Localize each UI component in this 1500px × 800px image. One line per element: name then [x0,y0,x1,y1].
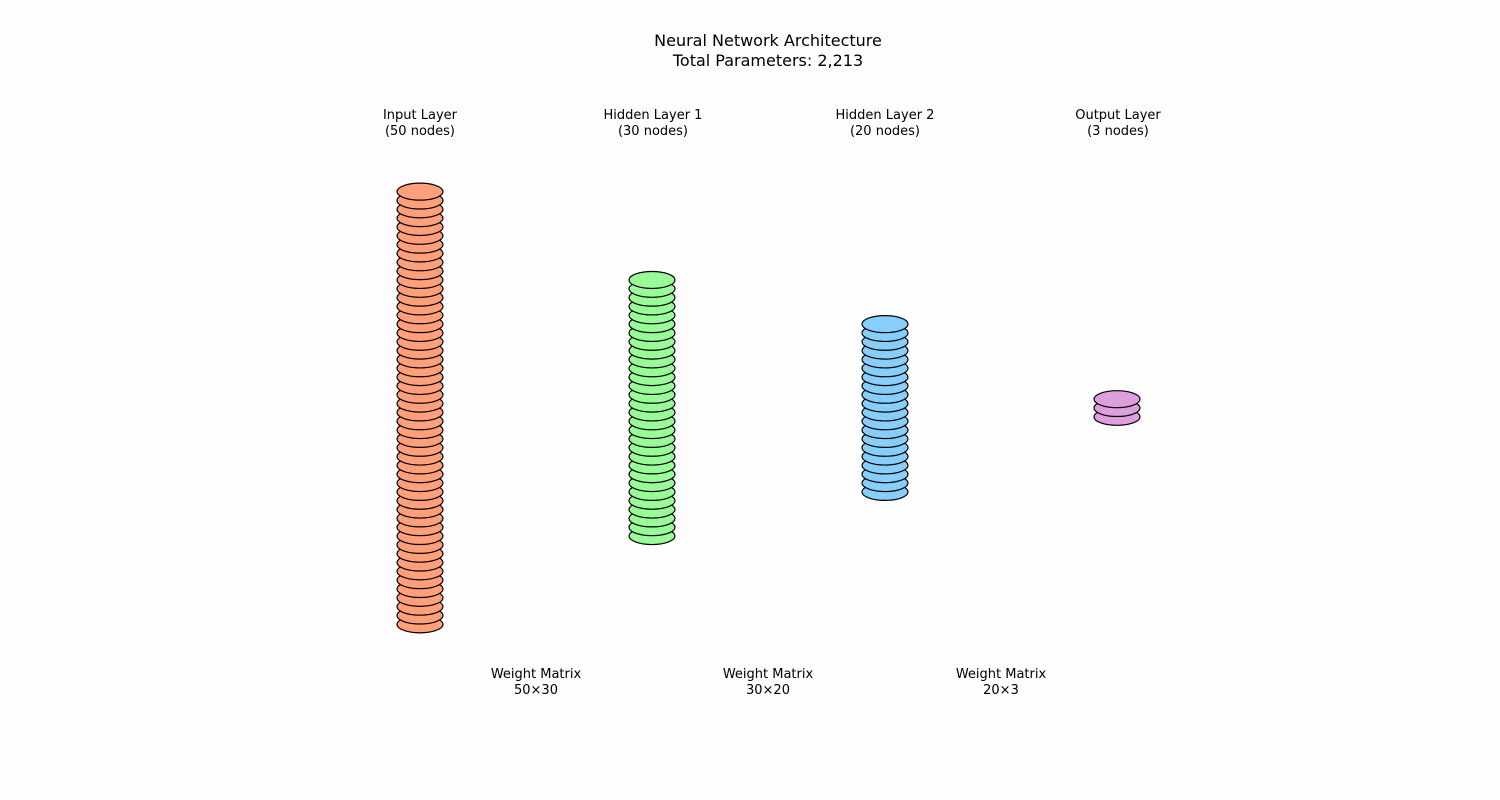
weight-label-3: Weight Matrix 20×3 [901,667,1101,699]
diagram-subtitle: Total Parameters: 2,213 [672,51,864,70]
node-ellipse [628,270,676,290]
weight-title: Weight Matrix [490,667,582,682]
weight-label-1: Weight Matrix 50×30 [436,667,636,699]
layer-name: Output Layer [1075,108,1161,123]
layer-label-input: Input Layer (50 nodes) [320,108,520,140]
layer-node-count: (3 nodes) [1087,124,1149,139]
weight-title: Weight Matrix [722,667,814,682]
layer-label-hidden-2: Hidden Layer 2 (20 nodes) [785,108,985,140]
layer-label-output: Output Layer (3 nodes) [1018,108,1218,140]
node-ellipse [861,315,909,334]
layer-stack-input [396,182,444,634]
diagram-title-block: Neural Network Architecture Total Parame… [0,31,1500,71]
layer-name: Input Layer [382,108,458,123]
weight-title: Weight Matrix [955,667,1047,682]
layer-node-count: (50 nodes) [384,124,456,139]
layer-name: Hidden Layer 2 [835,108,935,123]
weight-dims: 50×30 [514,683,558,698]
weight-dims: 30×20 [746,683,790,698]
layer-node-count: (20 nodes) [849,124,921,139]
layer-stack-hidden-2 [861,315,909,501]
layer-stack-hidden-1 [628,270,676,546]
node-ellipse [1093,390,1141,409]
diagram-title: Neural Network Architecture [654,31,882,50]
layer-name: Hidden Layer 1 [603,108,703,123]
weight-dims: 20×3 [983,683,1019,698]
weight-label-2: Weight Matrix 30×20 [668,667,868,699]
node-ellipse [396,182,444,201]
layer-node-count: (30 nodes) [617,124,689,139]
layer-label-hidden-1: Hidden Layer 1 (30 nodes) [553,108,753,140]
layer-stack-output [1093,390,1141,426]
